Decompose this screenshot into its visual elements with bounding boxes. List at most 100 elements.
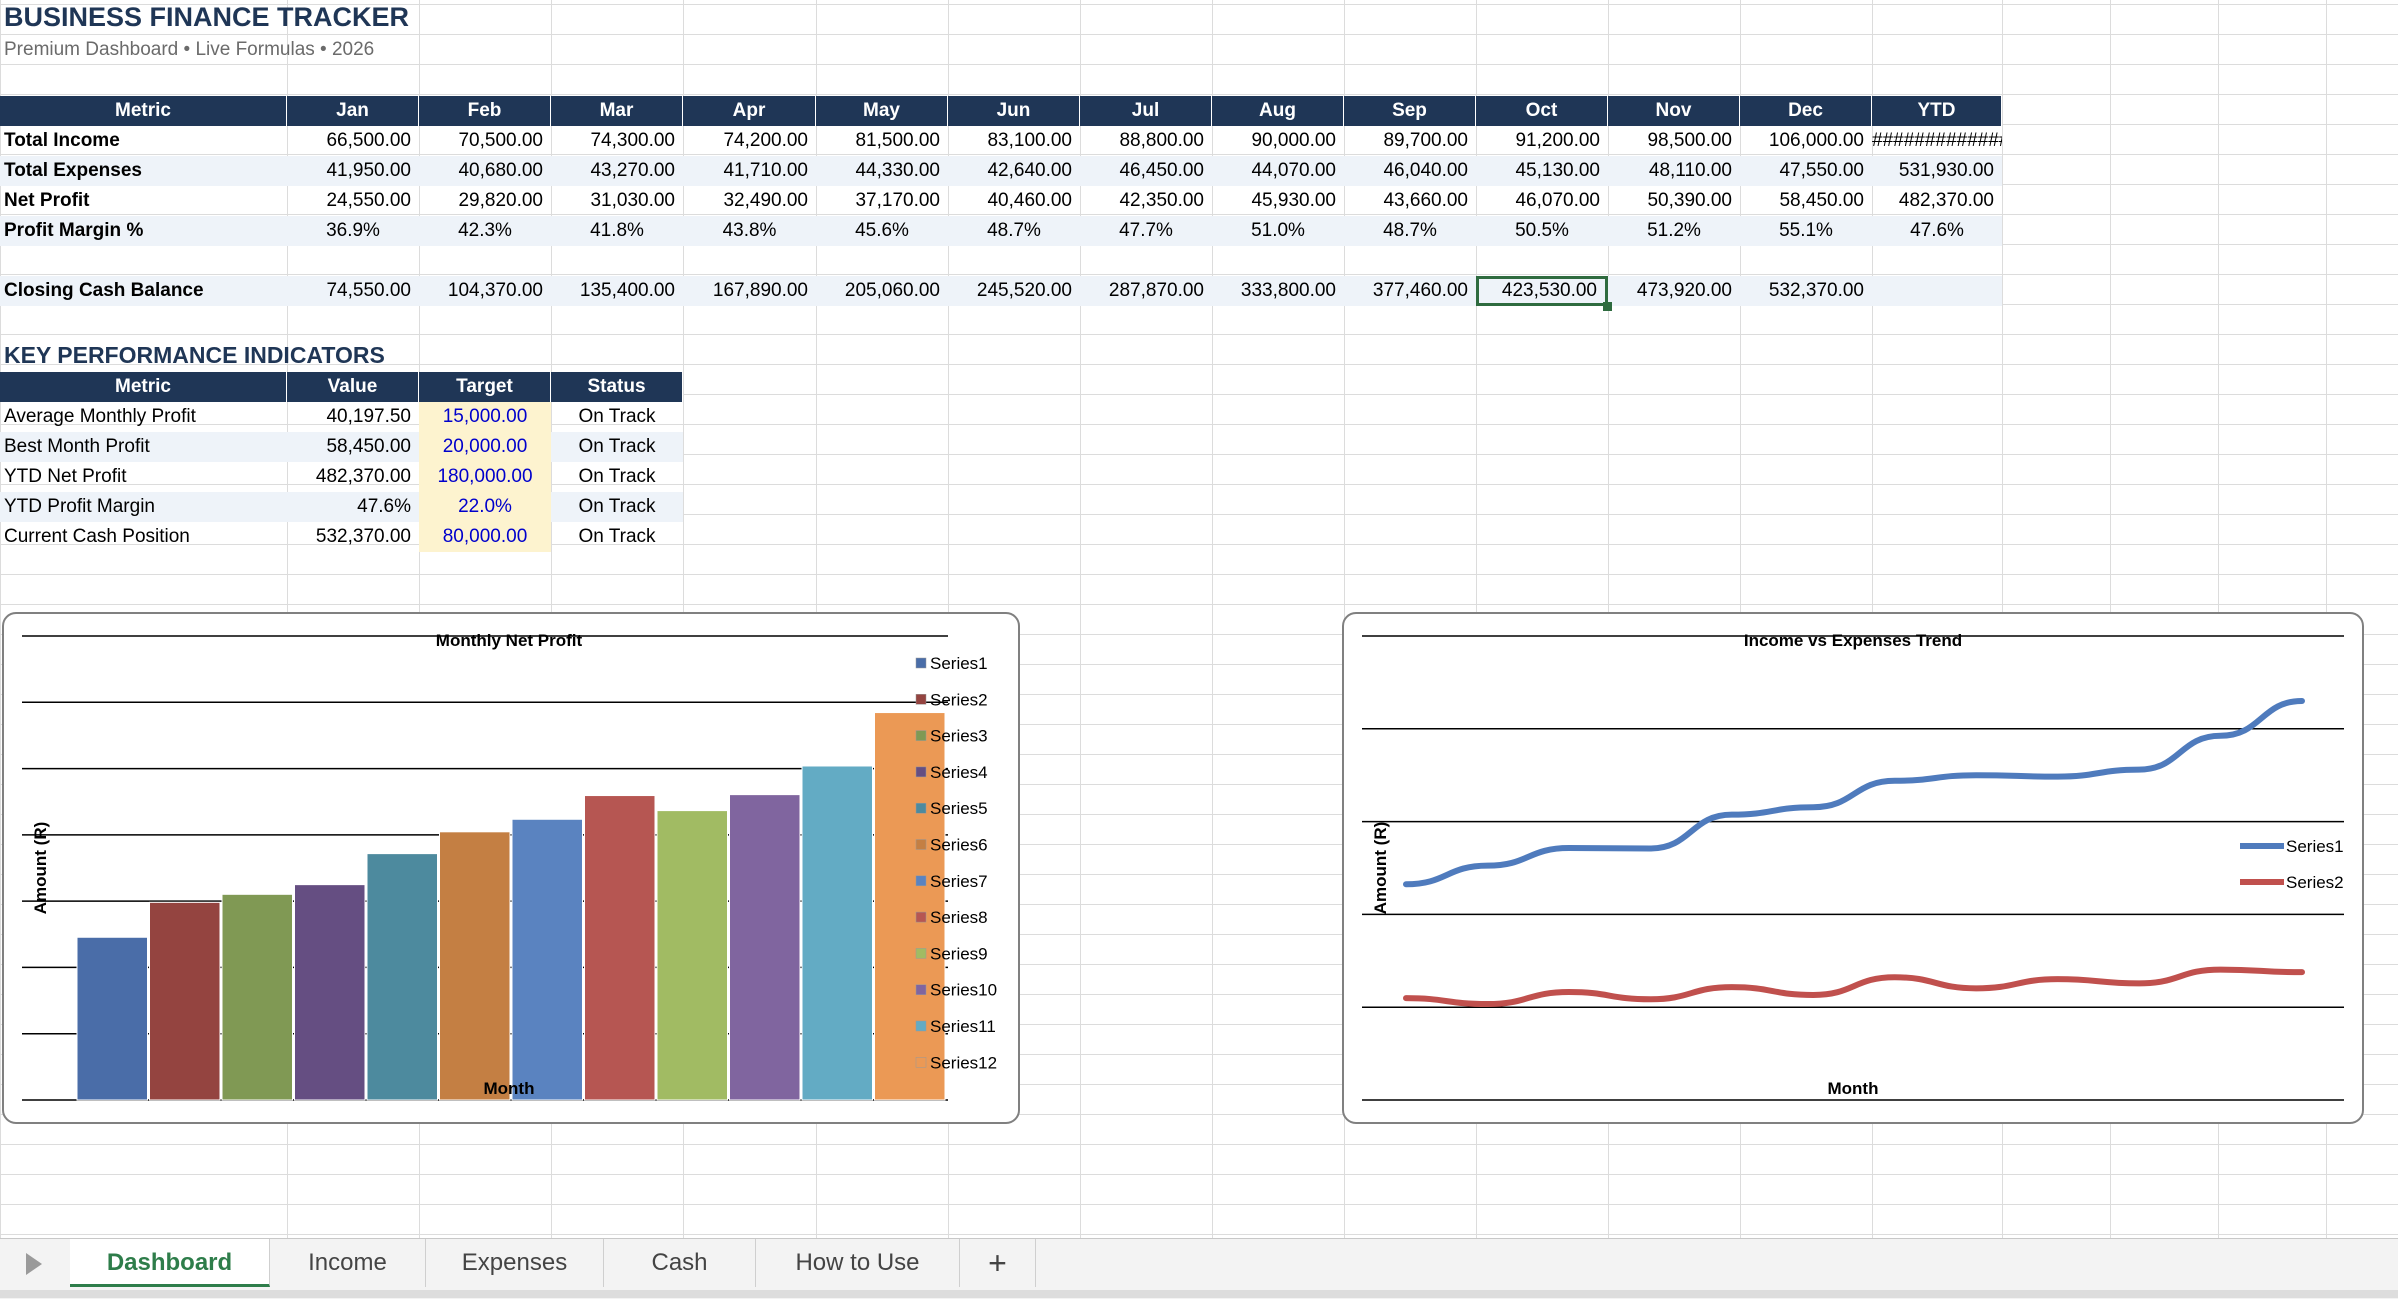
summary-value-cell[interactable]: 51.0% [1212,216,1344,246]
summary-value-cell[interactable]: 42.3% [419,216,551,246]
summary-value-cell[interactable]: 50.5% [1476,216,1608,246]
summary-value-cell[interactable]: 98,500.00 [1647,130,1732,151]
summary-value-cell[interactable]: 46,070.00 [1515,190,1600,211]
kpi-metric-cell[interactable]: Current Cash Position [4,526,190,547]
kpi-status-cell[interactable]: On Track [578,406,656,427]
summary-value-cell[interactable]: 32,490.00 [723,190,808,211]
summary-value-cell[interactable]: 48,110.00 [1608,156,1740,186]
summary-value-cell[interactable]: 40,460.00 [987,190,1072,211]
summary-value-cell[interactable]: 55.1% [1740,216,1872,246]
tab-expenses[interactable]: Expenses [426,1239,604,1287]
summary-value-cell[interactable]: 47.6% [1872,216,2002,246]
cash-value-cell[interactable]: 104,370.00 [419,276,551,306]
kpi-metric-cell[interactable]: YTD Profit Margin [0,492,287,522]
summary-value-cell[interactable]: 47,550.00 [1740,156,1872,186]
summary-value-cell[interactable]: 36.9% [287,216,419,246]
summary-value-cell[interactable]: 90,000.00 [1251,130,1336,151]
kpi-value-cell[interactable]: 47.6% [287,492,419,522]
summary-value-cell[interactable]: 50,390.00 [1647,190,1732,211]
summary-value-cell[interactable]: 106,000.00 [1768,130,1864,151]
tab-dashboard[interactable]: Dashboard [70,1239,270,1287]
cash-value-cell[interactable]: 532,370.00 [1740,276,1872,306]
summary-value-cell[interactable]: 45.6% [816,216,948,246]
summary-value-cell[interactable]: 70,500.00 [458,130,543,151]
summary-value-cell[interactable]: 44,330.00 [816,156,948,186]
summary-value-cell[interactable]: 482,370.00 [1898,190,1994,211]
kpi-value-cell[interactable]: 40,197.50 [326,406,411,427]
summary-value-cell[interactable]: 37,170.00 [855,190,940,211]
summary-value-cell[interactable]: 43,270.00 [551,156,683,186]
kpi-status-cell[interactable]: On Track [578,526,656,547]
summary-value-cell[interactable]: 46,040.00 [1344,156,1476,186]
kpi-value-cell[interactable]: 482,370.00 [315,466,411,487]
summary-value-cell[interactable]: 46,450.00 [1080,156,1212,186]
summary-value-cell[interactable]: 83,100.00 [987,130,1072,151]
horizontal-scrollbar[interactable] [0,1290,2398,1298]
summary-row-label[interactable]: Profit Margin % [0,216,287,246]
cash-value-cell[interactable]: 287,870.00 [1080,276,1212,306]
add-sheet-button[interactable]: + [960,1239,1036,1287]
kpi-metric-cell[interactable]: YTD Net Profit [4,466,127,487]
summary-value-cell[interactable]: 40,680.00 [419,156,551,186]
cash-value-cell[interactable]: 205,060.00 [816,276,948,306]
selected-cell[interactable]: 423,530.00 [1476,276,1608,306]
tab-income[interactable]: Income [270,1239,426,1287]
summary-value-cell[interactable]: 31,030.00 [590,190,675,211]
kpi-status-cell[interactable]: On Track [578,466,656,487]
summary-value-cell[interactable]: 44,070.00 [1212,156,1344,186]
cash-value-cell[interactable]: 333,800.00 [1212,276,1344,306]
summary-value-cell[interactable]: 45,130.00 [1476,156,1608,186]
fill-handle[interactable] [1603,302,1612,311]
summary-value-cell[interactable]: 41,710.00 [683,156,816,186]
summary-value-cell[interactable]: 531,930.00 [1872,156,2002,186]
cash-value-cell[interactable]: 473,920.00 [1608,276,1740,306]
summary-value-cell[interactable]: ############## [1872,130,2002,151]
tab-how-to-use[interactable]: How to Use [756,1239,960,1287]
summary-value-cell[interactable]: 41,950.00 [287,156,419,186]
income-vs-expenses-chart[interactable]: Income vs Expenses Trend Month Amount (R) S… [1342,612,2364,1124]
tab-cash[interactable]: Cash [604,1239,756,1287]
cash-value-cell[interactable]: 167,890.00 [683,276,816,306]
summary-value-cell[interactable]: 66,500.00 [326,130,411,151]
summary-value-cell[interactable]: 24,550.00 [326,190,411,211]
summary-row-label[interactable]: Net Profit [4,190,90,211]
kpi-status-cell[interactable]: On Track [551,432,683,462]
summary-value-cell[interactable]: 45,930.00 [1251,190,1336,211]
summary-value-cell[interactable]: 47.7% [1080,216,1212,246]
kpi-target-cell[interactable]: 22.0% [419,492,551,522]
kpi-metric-cell[interactable]: Best Month Profit [0,432,287,462]
cash-value-cell[interactable] [1872,276,2002,306]
kpi-value-cell[interactable]: 532,370.00 [315,526,411,547]
kpi-target-cell[interactable]: 80,000.00 [419,522,551,552]
summary-value-cell[interactable]: 43.8% [683,216,816,246]
cash-value-cell[interactable]: 245,520.00 [948,276,1080,306]
summary-value-cell[interactable]: 91,200.00 [1515,130,1600,151]
summary-value-cell[interactable]: 51.2% [1608,216,1740,246]
play-icon[interactable] [26,1253,42,1275]
cash-row-label[interactable]: Closing Cash Balance [0,276,287,306]
summary-value-cell[interactable]: 48.7% [1344,216,1476,246]
kpi-target-cell[interactable]: 20,000.00 [419,432,551,462]
summary-value-cell[interactable]: 42,350.00 [1119,190,1204,211]
monthly-net-profit-chart[interactable]: Monthly Net Profit Month Amount (R) Series1… [2,612,1020,1124]
summary-value-cell[interactable]: 89,700.00 [1383,130,1468,151]
summary-value-cell[interactable]: 41.8% [551,216,683,246]
kpi-target-cell[interactable]: 15,000.00 [419,402,551,432]
summary-value-cell[interactable]: 42,640.00 [948,156,1080,186]
summary-value-cell[interactable]: 43,660.00 [1383,190,1468,211]
summary-value-cell[interactable]: 88,800.00 [1119,130,1204,151]
summary-value-cell[interactable]: 81,500.00 [855,130,940,151]
summary-row-label[interactable]: Total Income [4,130,120,151]
summary-value-cell[interactable]: 48.7% [948,216,1080,246]
kpi-status-cell[interactable]: On Track [551,492,683,522]
cash-value-cell[interactable]: 74,550.00 [287,276,419,306]
summary-row-label[interactable]: Total Expenses [0,156,287,186]
summary-value-cell[interactable]: 74,200.00 [723,130,808,151]
cash-value-cell[interactable]: 377,460.00 [1344,276,1476,306]
summary-value-cell[interactable]: 74,300.00 [590,130,675,151]
kpi-target-cell[interactable]: 180,000.00 [419,462,551,492]
kpi-metric-cell[interactable]: Average Monthly Profit [4,406,196,427]
summary-value-cell[interactable]: 58,450.00 [1779,190,1864,211]
cash-value-cell[interactable]: 135,400.00 [551,276,683,306]
summary-value-cell[interactable]: 29,820.00 [458,190,543,211]
